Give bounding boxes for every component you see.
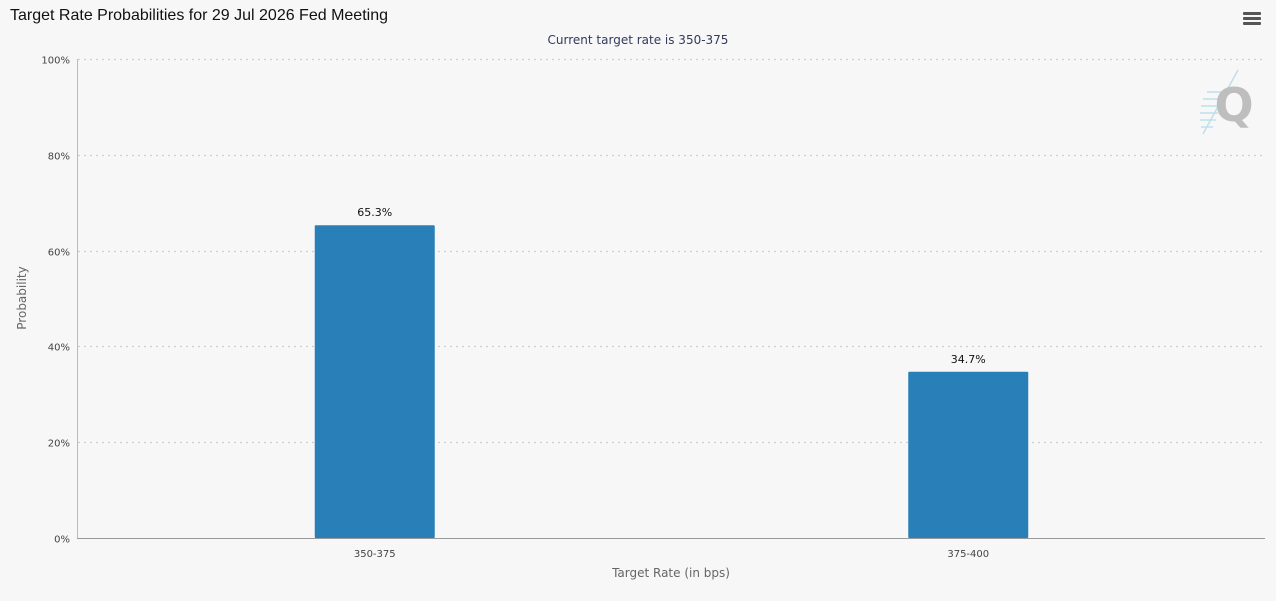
chart-subtitle: Current target rate is 350-375 [548,33,729,47]
bar-data-label: 34.7% [951,353,986,366]
x-axis-ticks: 350-375 375-400 [354,549,989,560]
bar-data-label: 65.3% [357,206,392,219]
y-tick-label: 80% [48,152,70,163]
x-axis-title: Target Rate (in bps) [611,566,730,580]
hamburger-menu-icon [1243,12,1261,15]
bars [314,225,1029,538]
page-title: Target Rate Probabilities for 29 Jul 202… [10,7,388,24]
gridlines [78,58,1265,444]
bar-375-400[interactable] [908,371,1029,538]
y-tick-label: 0% [54,535,70,546]
data-labels: 65.3% 34.7% [357,206,985,366]
bar-350-375[interactable] [314,225,435,538]
y-axis-ticks: 0% 20% 40% 60% 80% 100% [41,56,70,546]
x-tick-label: 350-375 [354,549,396,560]
y-tick-label: 100% [41,56,70,67]
y-tick-label: 60% [48,248,70,259]
q-watermark-logo: Q [1200,69,1254,135]
y-tick-label: 20% [48,439,70,450]
chart-menu-button[interactable] [1241,10,1263,30]
x-tick-label: 375-400 [947,549,989,560]
y-tick-label: 40% [48,343,70,354]
svg-text:Q: Q [1214,78,1253,132]
y-axis-title: Probability [15,266,29,329]
